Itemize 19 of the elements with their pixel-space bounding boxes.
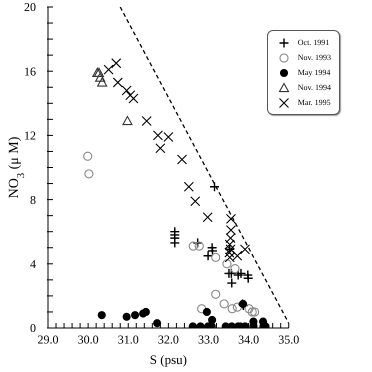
- legend-label: Nov. 1994: [298, 83, 331, 92]
- legend-label: Oct. 1991: [298, 38, 330, 47]
- y-tick-label: 4: [30, 257, 36, 271]
- y-tick-label: 0: [30, 321, 36, 336]
- x-tick-label: 30.0: [78, 332, 99, 347]
- y-tick-label: 16: [24, 64, 36, 78]
- legend-label: Nov. 1993: [298, 53, 331, 62]
- legend-label: May 1994: [298, 68, 330, 77]
- y-tick-label: 20: [24, 0, 36, 14]
- y-tick-label: 8: [30, 192, 36, 207]
- x-axis-title: S (psu): [150, 352, 187, 367]
- legend-label: Mar. 1995: [298, 98, 331, 107]
- x-tick-label: 29.0: [38, 332, 58, 347]
- x-tick-label: 32.0: [158, 332, 179, 347]
- x-tick-label: 33.0: [198, 332, 219, 347]
- x-tick-label: 34.0: [238, 332, 260, 347]
- x-tick-label: 31.0: [118, 332, 139, 347]
- y-tick-label: 12: [24, 128, 36, 143]
- x-tick-label: 35.0: [278, 332, 300, 347]
